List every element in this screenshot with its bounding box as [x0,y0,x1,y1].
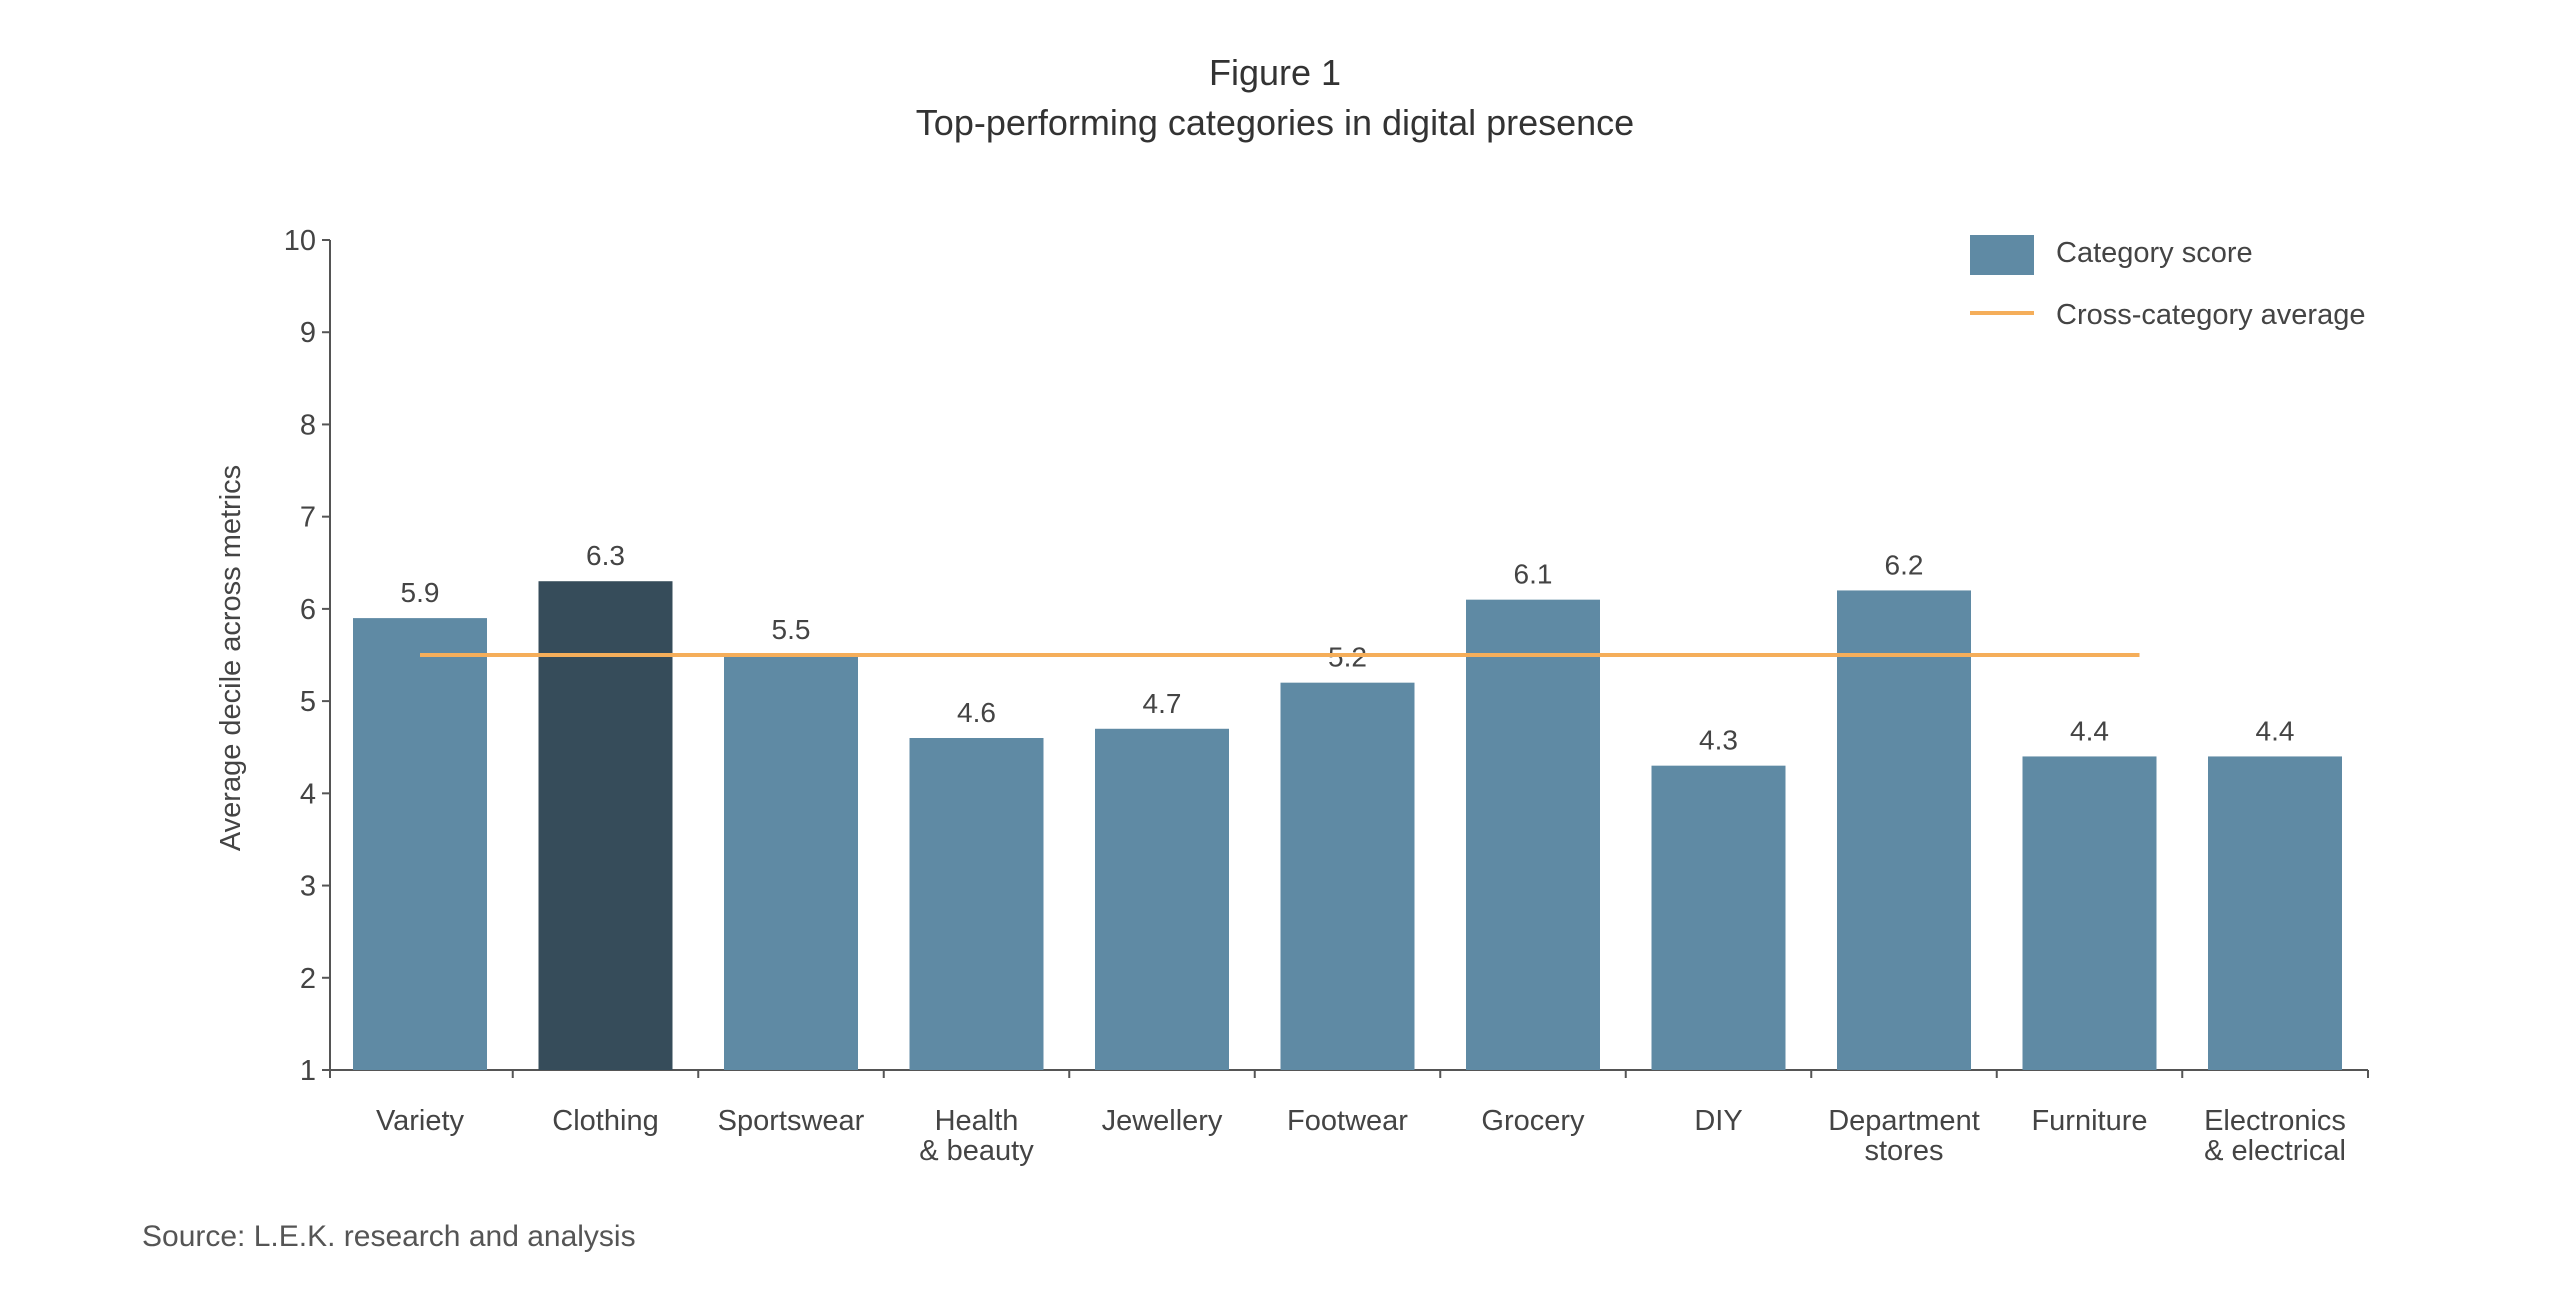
x-tick-label: Electronics [2204,1105,2346,1137]
x-tick-label: & beauty [919,1135,1034,1167]
bar-data-label: 5.5 [772,614,811,645]
legend-label-average: Cross-category average [2056,299,2365,331]
bar [538,581,673,1070]
y-axis-label: Average decile across metrics [215,465,247,851]
x-tick-label: Jewellery [1102,1105,1223,1137]
x-tick-label: Footwear [1287,1105,1408,1137]
y-tick-label: 2 [300,963,316,995]
x-tick-label: Clothing [552,1105,658,1137]
bar-data-label: 6.2 [1885,549,1924,580]
y-axis: 1 2 3 4 5 6 7 8 9 10 [284,225,331,1087]
bar [2022,756,2157,1070]
bar [1280,682,1415,1070]
legend-swatch-category-score [1970,235,2034,275]
chart-title: Top-performing categories in digital pre… [915,102,1635,143]
x-axis-labels: Variety Clothing Sportswear Health& beauty J… [376,1105,2346,1167]
y-tick-label: 5 [300,686,316,718]
y-tick-label: 10 [284,225,316,257]
bar [1837,590,1971,1070]
legend-label-category-score: Category score [2056,237,2253,269]
x-tick-label: Variety [376,1105,465,1137]
x-tick-label: Health [935,1105,1019,1137]
y-tick-label: 4 [300,778,316,810]
x-tick-label: & electrical [2204,1135,2346,1167]
y-tick-label: 6 [300,594,316,626]
bar [2208,756,2342,1070]
bar [909,738,1044,1070]
y-tick-label: 8 [300,409,316,441]
bar [1095,728,1229,1070]
x-tick-label: Sportswear [718,1105,865,1137]
bar-data-label: 4.3 [1699,725,1738,756]
bar-data-label: 6.1 [1514,559,1553,590]
bar-data-label: 5.2 [1328,642,1367,673]
bar-data-label: 6.3 [586,540,625,571]
bar-data-label: 4.4 [2256,715,2295,746]
figure-label: Figure 1 [1208,52,1342,93]
x-tick-label: Grocery [1481,1105,1585,1137]
x-tick-label: stores [1865,1135,1944,1167]
bars-group [353,581,2342,1070]
bar [724,655,858,1070]
bar [1651,765,1786,1070]
bar [353,618,487,1070]
y-tick-label: 7 [300,502,316,534]
x-tick-label: DIY [1694,1105,1742,1137]
legend: Category score Cross-category average [1970,235,2365,331]
bar-data-label: 4.6 [957,697,996,728]
y-tick-label: 1 [300,1055,316,1087]
bar-data-label: 4.7 [1143,688,1182,719]
x-tick-label: Department [1828,1105,1980,1137]
y-tick-label: 9 [300,317,316,349]
bar [1466,599,1600,1070]
y-axis-label-group: Average decile across metrics [215,465,247,851]
y-tick-label: 3 [300,871,316,903]
source-note: Source: L.E.K. research and analysis [142,1220,636,1253]
bar-data-label: 4.4 [2070,715,2109,746]
x-tick-label: Furniture [2031,1105,2147,1137]
x-axis [329,1069,2369,1078]
bar-data-label: 5.9 [401,577,440,608]
data-labels-group: 5.9 6.3 5.5 4.6 4.7 5.2 6.1 4.3 6.2 4.4 4.4 [401,540,2295,755]
